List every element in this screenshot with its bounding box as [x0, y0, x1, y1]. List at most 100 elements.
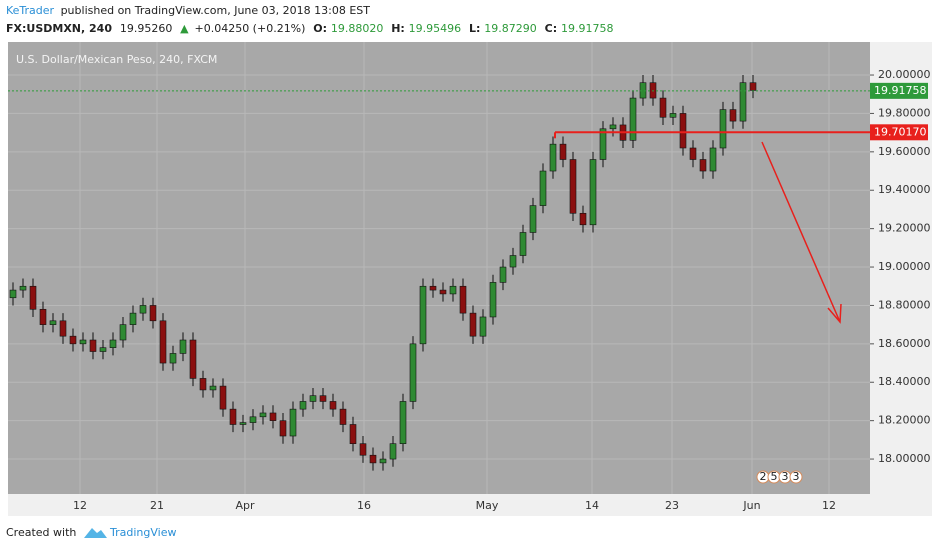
time-axis	[8, 494, 932, 516]
candle-body	[379, 458, 387, 464]
footer: Created with TradingView	[6, 526, 176, 539]
candle-body	[279, 420, 287, 437]
candle-body	[309, 395, 317, 402]
event-count: 3	[793, 470, 800, 483]
candle-body	[369, 454, 377, 464]
y-tick-label: 19.20000	[878, 222, 931, 235]
candle-body	[289, 408, 297, 437]
candle-body	[489, 282, 497, 318]
candle-body	[199, 378, 207, 391]
y-tick-label: 19.40000	[878, 183, 931, 196]
candle-body	[249, 416, 257, 423]
candle-body	[389, 443, 397, 460]
candle-body	[519, 232, 527, 256]
y-tick-label: 19.80000	[878, 106, 931, 119]
candle-body	[119, 324, 127, 341]
candle-body	[349, 424, 357, 444]
candle-body	[439, 289, 447, 295]
candle-body	[749, 82, 757, 91]
author[interactable]: KeTrader	[6, 4, 55, 17]
plot-area	[8, 42, 870, 494]
y-tick-label: 18.60000	[878, 337, 931, 350]
candle-body	[89, 339, 97, 352]
x-tick-label: 16	[357, 499, 371, 512]
candle-body	[509, 255, 517, 268]
candle-body	[449, 285, 457, 295]
o: 19.88020	[331, 22, 384, 35]
y-tick-label: 18.00000	[878, 452, 931, 465]
candle-body	[409, 343, 417, 402]
event-icon	[789, 470, 803, 484]
candle-body	[399, 401, 407, 444]
candle-body	[689, 147, 697, 160]
candle-body	[149, 305, 157, 322]
x-tick-label: 12	[73, 499, 87, 512]
candle-body	[209, 385, 217, 391]
candle-body	[659, 97, 667, 118]
y-tick-label: 19.60000	[878, 145, 931, 158]
candle-body	[159, 320, 167, 364]
candle-body	[239, 422, 247, 425]
y-tick-label: 18.20000	[878, 414, 931, 427]
candle-body	[589, 159, 597, 226]
candle-body	[359, 443, 367, 456]
x-tick-label: Jun	[742, 499, 760, 512]
price-axis	[870, 42, 932, 494]
arrow-shaft	[761, 141, 841, 323]
o-label: O:	[313, 22, 327, 35]
candle-body	[549, 143, 557, 172]
candle-body	[709, 147, 717, 172]
candle-body	[259, 412, 267, 418]
candle-body	[179, 339, 187, 354]
candle-body	[329, 401, 337, 410]
candle-body	[599, 128, 607, 160]
candle-body	[499, 266, 507, 283]
candle-body	[529, 205, 537, 233]
brand[interactable]: TradingView	[109, 526, 176, 539]
arrow: ▲	[180, 22, 189, 35]
candle-body	[429, 285, 437, 291]
candle-body	[269, 412, 277, 421]
x-tick-label: 14	[585, 499, 599, 512]
candle-body	[59, 320, 67, 337]
candle-body	[129, 312, 137, 325]
header-line: KeTrader published on TradingView.com, J…	[6, 4, 370, 17]
candle-body	[479, 316, 487, 337]
symbol: FX:USDMXN, 240	[6, 22, 112, 35]
event-count: 5	[771, 470, 778, 483]
y-tick-label: 18.80000	[878, 298, 931, 311]
candle-body	[469, 312, 477, 337]
l-label: L:	[469, 22, 480, 35]
candle-body	[419, 285, 427, 345]
c: 19.91758	[561, 22, 614, 35]
candle-body	[109, 339, 117, 348]
candle-body	[339, 408, 347, 425]
logo	[84, 528, 107, 538]
candle-body	[99, 347, 107, 352]
candle-body	[229, 408, 237, 425]
candle-body	[679, 113, 687, 149]
last-price-label: 19.91758	[874, 84, 927, 97]
event-count: 2	[760, 470, 767, 483]
y-tick-label: 20.00000	[878, 68, 931, 81]
candle-body	[729, 109, 737, 122]
candle-body	[559, 143, 567, 160]
candle-body	[189, 339, 197, 379]
x-tick-label: 23	[665, 499, 679, 512]
quote-line: FX:USDMXN, 240 19.95260 ▲ +0.04250 (+0.2…	[6, 22, 613, 35]
candle-body	[539, 170, 547, 206]
x-tick-label: 21	[150, 499, 164, 512]
candle-body	[9, 289, 17, 299]
l: 19.87290	[484, 22, 537, 35]
chart-title: U.S. Dollar/Mexican Peso, 240, FXCM	[16, 53, 217, 66]
published: published on TradingView.com, June 03, 2…	[61, 4, 371, 17]
h-label: H:	[391, 22, 405, 35]
last-price-tag	[870, 82, 928, 99]
x-tick-label: Apr	[235, 499, 255, 512]
candle-body	[169, 353, 177, 364]
change: +0.04250 (+0.21%)	[194, 22, 305, 35]
candle-body	[219, 385, 227, 410]
y-tick-label: 18.40000	[878, 375, 931, 388]
